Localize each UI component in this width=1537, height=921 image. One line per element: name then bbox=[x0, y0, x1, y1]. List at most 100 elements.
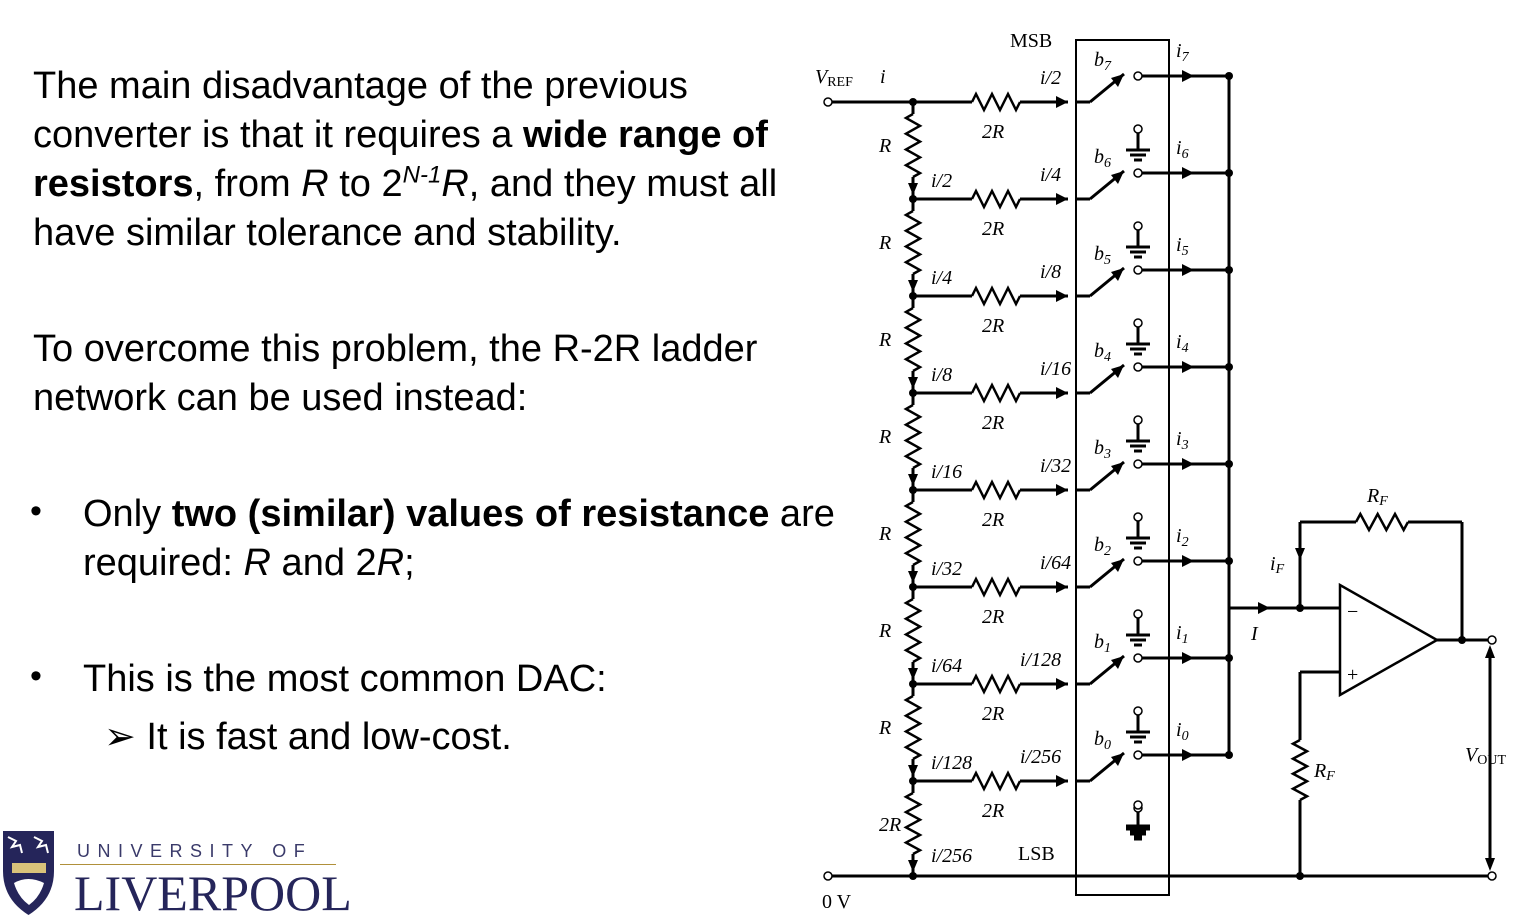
branch-current-arrow bbox=[1056, 193, 1068, 205]
ladder-r-label: R bbox=[878, 232, 891, 254]
intro-text-3: to 2 bbox=[328, 163, 403, 205]
branch-current-label: i/4 bbox=[1040, 164, 1061, 186]
ladder-r-resistor bbox=[903, 694, 923, 761]
circuit-labels: Ri/2 Ri/4 Ri/8 Ri/16 Ri/32 Ri/64 Ri/128 2R i/256… bbox=[878, 40, 1190, 867]
bus-node bbox=[1225, 72, 1233, 80]
switch-arrow bbox=[1111, 365, 1124, 378]
bit-label: b3 bbox=[1094, 437, 1111, 462]
intro-paragraph: The main disadvantage of the previous co… bbox=[33, 62, 833, 258]
ground-rf-resistor bbox=[1290, 738, 1310, 802]
op-amp-plus: + bbox=[1347, 664, 1358, 686]
output-current-arrow bbox=[1182, 361, 1194, 373]
branch-current-arrow bbox=[1056, 775, 1068, 787]
ladder-r-resistor bbox=[903, 500, 923, 567]
ladder-current-label: i/4 bbox=[931, 267, 952, 289]
switch-output-contact bbox=[1133, 168, 1143, 178]
switch-output-contact bbox=[1133, 362, 1143, 372]
branch-2r-label: 2R bbox=[982, 703, 1004, 725]
switch-arrow bbox=[1111, 171, 1124, 184]
intro-r2: R bbox=[441, 163, 469, 205]
branch-2r-resistor bbox=[970, 673, 1022, 695]
output-current-arrow bbox=[1182, 70, 1194, 82]
b1-r2: R bbox=[376, 542, 405, 584]
switch-output-contact bbox=[1133, 265, 1143, 275]
input-current-label: i bbox=[880, 66, 886, 88]
ladder-current-arrow bbox=[908, 474, 918, 486]
ladder-current-arrow bbox=[908, 377, 918, 389]
branch-2r-label: 2R bbox=[982, 315, 1004, 337]
sub-bullet-fast: ➢ It is fast and low-cost. bbox=[104, 713, 512, 762]
switch-output-contact bbox=[1133, 653, 1143, 663]
branch-2r-resistor bbox=[970, 770, 1022, 792]
intro-bold: wide range of resistors bbox=[33, 114, 768, 205]
branch-2r-label: 2R bbox=[982, 121, 1004, 143]
branch-current-label: i/128 bbox=[1020, 649, 1061, 671]
ground-icon-contact bbox=[1133, 318, 1143, 328]
b1-text-4: ; bbox=[404, 542, 415, 584]
feedback-resistor bbox=[1354, 511, 1410, 533]
msb-label: MSB bbox=[1010, 30, 1052, 52]
switch-arrow bbox=[1111, 74, 1124, 87]
bit-label: b2 bbox=[1094, 534, 1111, 559]
ground-icon-contact bbox=[1133, 221, 1143, 231]
switch-arrow bbox=[1111, 753, 1124, 766]
branch-current-arrow bbox=[1056, 581, 1068, 593]
bullet-common-dac: This is the most common DAC: bbox=[83, 658, 607, 700]
ladder-current-label: i/16 bbox=[931, 461, 962, 483]
bus-node bbox=[1225, 460, 1233, 468]
ladder-r-label: R bbox=[878, 426, 891, 448]
bus-node bbox=[1225, 169, 1233, 177]
intro-exponent: N-1 bbox=[402, 161, 442, 189]
circuit-switches bbox=[823, 70, 1497, 881]
logo-top-text: UNIVERSITY OF bbox=[77, 841, 313, 861]
ladder-current-arrow bbox=[908, 765, 918, 777]
ground-terminal bbox=[823, 871, 833, 881]
op-amp-minus: − bbox=[1347, 601, 1358, 623]
ladder-2r-label: 2R bbox=[879, 814, 901, 836]
branch-current-arrow bbox=[1056, 484, 1068, 496]
feedback-rf-label: RF bbox=[1366, 485, 1388, 509]
b1-bold: two (similar) values of resistance bbox=[171, 493, 770, 535]
output-current-arrow bbox=[1182, 167, 1194, 179]
bit-label: b7 bbox=[1094, 49, 1112, 74]
ladder-node bbox=[909, 195, 917, 203]
logo-main-text: LIVERPOOL bbox=[74, 865, 352, 921]
bus-node bbox=[1225, 654, 1233, 662]
output-current-arrow bbox=[1182, 264, 1194, 276]
ladder-node bbox=[909, 777, 917, 785]
ladder-current-label: i/256 bbox=[931, 845, 972, 867]
ladder-node bbox=[909, 680, 917, 688]
vout-label: VOUT bbox=[1465, 744, 1506, 768]
op-amp bbox=[1338, 582, 1440, 698]
branch-2r-label: 2R bbox=[982, 218, 1004, 240]
branch-2r-resistor bbox=[970, 91, 1022, 113]
branch-2r-label: 2R bbox=[982, 606, 1004, 628]
branch-current-label: i/32 bbox=[1040, 455, 1071, 477]
branch-2r-label: 2R bbox=[982, 509, 1004, 531]
switch-arrow bbox=[1111, 462, 1124, 475]
output-current-arrow bbox=[1182, 749, 1194, 761]
rf-ground-node bbox=[1296, 872, 1304, 880]
branch-2r-resistor bbox=[970, 576, 1022, 598]
ladder-node bbox=[909, 292, 917, 300]
output-current-arrow bbox=[1182, 458, 1194, 470]
vout-arrow-bottom bbox=[1485, 858, 1495, 871]
bullet-resistance: Only two (similar) values of resistance … bbox=[83, 490, 843, 588]
ground-icon-contact bbox=[1133, 706, 1143, 716]
vref-terminal bbox=[823, 97, 833, 107]
inverting-node bbox=[1296, 604, 1304, 612]
bus-node bbox=[1225, 557, 1233, 565]
bullet-dot: • bbox=[30, 492, 42, 530]
ladder-current-label: i/8 bbox=[931, 364, 952, 386]
zero-volt-label: 0 V bbox=[822, 891, 852, 913]
switch-output-contact bbox=[1133, 556, 1143, 566]
sub-bullet-text: It is fast and low-cost. bbox=[146, 716, 512, 758]
ground-icon-contact bbox=[1133, 124, 1143, 134]
bus-current-arrow bbox=[1258, 602, 1270, 614]
output-current-label: i2 bbox=[1176, 525, 1189, 550]
ladder-current-label: i/2 bbox=[931, 170, 952, 192]
branch-current-label: i/2 bbox=[1040, 67, 1061, 89]
ladder-node bbox=[909, 486, 917, 494]
branch-current-arrow bbox=[1056, 678, 1068, 690]
